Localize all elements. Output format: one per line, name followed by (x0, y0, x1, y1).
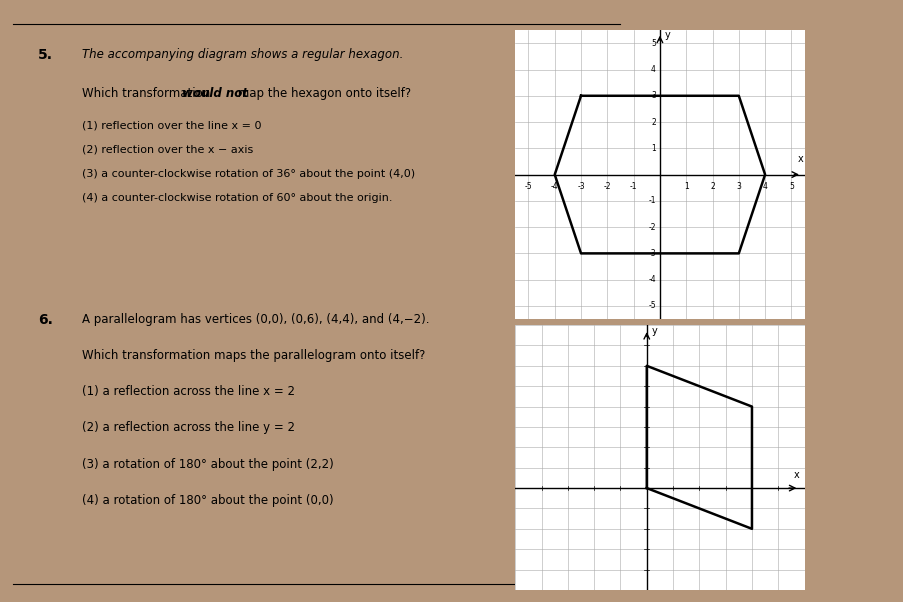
Text: (1) a reflection across the line x = 2: (1) a reflection across the line x = 2 (82, 385, 295, 399)
Text: -3: -3 (577, 182, 584, 191)
Text: (2) a reflection across the line y = 2: (2) a reflection across the line y = 2 (82, 421, 295, 435)
Text: 5: 5 (650, 39, 656, 48)
Text: -5: -5 (647, 302, 656, 311)
Text: -4: -4 (647, 275, 656, 284)
Text: (4) a counter-clockwise rotation of 60° about the origin.: (4) a counter-clockwise rotation of 60° … (82, 193, 392, 203)
Text: 6.: 6. (38, 313, 52, 327)
Text: -4: -4 (550, 182, 558, 191)
Text: (2) reflection over the x − axis: (2) reflection over the x − axis (82, 144, 253, 155)
Text: 5.: 5. (38, 48, 53, 62)
Text: Which transformation: Which transformation (82, 87, 214, 101)
Text: (4) a rotation of 180° about the point (0,0): (4) a rotation of 180° about the point (… (82, 494, 333, 507)
Text: 5: 5 (788, 182, 793, 191)
Text: 3: 3 (650, 92, 656, 101)
Text: x: x (796, 154, 803, 164)
Text: 1: 1 (683, 182, 688, 191)
Text: 2: 2 (650, 117, 656, 126)
Text: map the hexagon onto itself?: map the hexagon onto itself? (234, 87, 411, 101)
Text: -1: -1 (647, 196, 656, 205)
Text: 2: 2 (710, 182, 714, 191)
Text: -3: -3 (647, 249, 656, 258)
Text: -5: -5 (524, 182, 532, 191)
Text: -1: -1 (629, 182, 637, 191)
Text: (1) reflection over the line x = 0: (1) reflection over the line x = 0 (82, 120, 262, 131)
Text: would not: would not (182, 87, 248, 101)
Text: 1: 1 (650, 144, 656, 153)
Text: (3) a counter-clockwise rotation of 36° about the point (4,0): (3) a counter-clockwise rotation of 36° … (82, 169, 415, 179)
Text: -2: -2 (603, 182, 610, 191)
Text: x: x (793, 470, 798, 480)
Text: -2: -2 (647, 223, 656, 232)
Text: A parallelogram has vertices (0,0), (0,6), (4,4), and (4,−2).: A parallelogram has vertices (0,0), (0,6… (82, 313, 429, 326)
Text: 4: 4 (762, 182, 767, 191)
Text: y: y (651, 326, 657, 336)
Text: Which transformation maps the parallelogram onto itself?: Which transformation maps the parallelog… (82, 349, 425, 362)
Text: (3) a rotation of 180° about the point (2,2): (3) a rotation of 180° about the point (… (82, 458, 333, 471)
Text: 4: 4 (650, 65, 656, 74)
Text: y: y (665, 30, 670, 40)
Text: 3: 3 (736, 182, 740, 191)
Text: The accompanying diagram shows a regular hexagon.: The accompanying diagram shows a regular… (82, 48, 404, 61)
